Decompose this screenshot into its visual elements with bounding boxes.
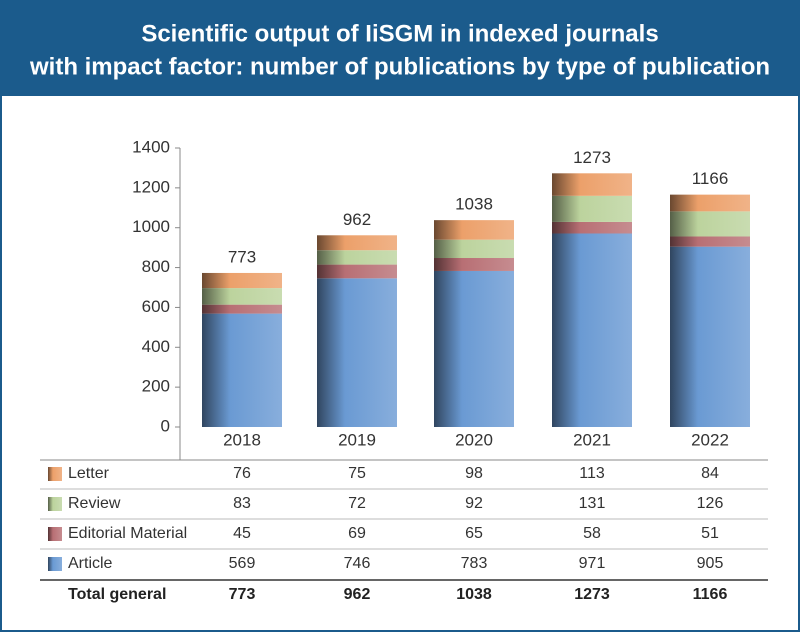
legend-label: Review — [68, 495, 121, 512]
legend-label: Letter — [68, 465, 110, 482]
total-cell: 773 — [229, 586, 256, 603]
x-tick-label: 2021 — [573, 430, 611, 449]
bar-segment — [670, 246, 750, 427]
total-cell: 1038 — [456, 586, 492, 603]
chart-title: with impact factor: number of publicatio… — [29, 53, 770, 80]
table-cell: 69 — [348, 525, 366, 542]
table-cell: 75 — [348, 465, 366, 482]
bar-segment — [552, 221, 632, 234]
bar-segment — [202, 288, 282, 305]
table-cell: 45 — [233, 525, 251, 542]
bar-segment — [434, 220, 514, 240]
legend-label: Editorial Material — [68, 525, 187, 542]
bar-segment — [670, 194, 750, 212]
bar-segment — [202, 313, 282, 427]
total-label: 962 — [343, 210, 371, 229]
y-tick-label: 1000 — [132, 217, 170, 236]
total-label: 1273 — [573, 148, 611, 167]
table-cell: 72 — [348, 495, 366, 512]
table-cell: 746 — [344, 555, 371, 572]
bar-segment — [434, 239, 514, 259]
y-tick-label: 600 — [142, 297, 170, 316]
legend-swatch — [48, 527, 62, 541]
table-cell: 569 — [229, 555, 256, 572]
table-cell: 126 — [697, 495, 724, 512]
table-cell: 98 — [465, 465, 483, 482]
bar-segment — [317, 278, 397, 427]
table-cell: 76 — [233, 465, 251, 482]
legend-swatch — [48, 497, 62, 511]
bar-segment — [202, 272, 282, 289]
legend-label: Article — [68, 555, 113, 572]
table-cell: 58 — [583, 525, 601, 542]
y-tick-label: 1400 — [132, 137, 170, 156]
bar-segment — [317, 250, 397, 265]
y-tick-label: 1200 — [132, 177, 170, 196]
bar-segment — [434, 258, 514, 271]
table-cell: 971 — [579, 555, 606, 572]
table-cell: 131 — [579, 495, 606, 512]
table-cell: 113 — [579, 465, 605, 482]
y-tick-label: 0 — [161, 416, 170, 435]
x-tick-label: 2018 — [223, 430, 261, 449]
table-cell: 51 — [701, 525, 719, 542]
header — [0, 0, 800, 96]
y-tick-label: 800 — [142, 257, 170, 276]
total-label: 1166 — [692, 169, 729, 188]
x-tick-label: 2022 — [691, 430, 729, 449]
bar-segment — [317, 264, 397, 279]
bar-segment — [552, 195, 632, 222]
legend-swatch — [48, 467, 62, 481]
x-tick-label: 2019 — [338, 430, 376, 449]
chart-title: Scientific output of IiSGM in indexed jo… — [141, 20, 658, 47]
table-cell: 65 — [465, 525, 483, 542]
bar-segment — [317, 235, 397, 251]
total-label: 773 — [228, 247, 256, 266]
total-cell: 1273 — [574, 586, 610, 603]
total-label: Total general — [68, 586, 166, 603]
total-cell: 962 — [344, 586, 371, 603]
table-cell: 84 — [701, 465, 719, 482]
y-tick-label: 400 — [142, 337, 170, 356]
total-label: 1038 — [455, 195, 493, 214]
total-cell: 1166 — [693, 586, 728, 603]
x-tick-label: 2020 — [455, 430, 493, 449]
y-tick-label: 200 — [142, 377, 170, 396]
table-cell: 83 — [233, 495, 251, 512]
bar-segment — [552, 173, 632, 196]
table-cell: 783 — [461, 555, 488, 572]
legend-swatch — [48, 557, 62, 571]
bar-segment — [670, 236, 750, 247]
bar-segment — [202, 304, 282, 314]
bar-segment — [670, 211, 750, 237]
table-cell: 92 — [465, 495, 483, 512]
bar-segment — [552, 233, 632, 427]
bar-segment — [434, 270, 514, 427]
table-cell: 905 — [697, 555, 724, 572]
